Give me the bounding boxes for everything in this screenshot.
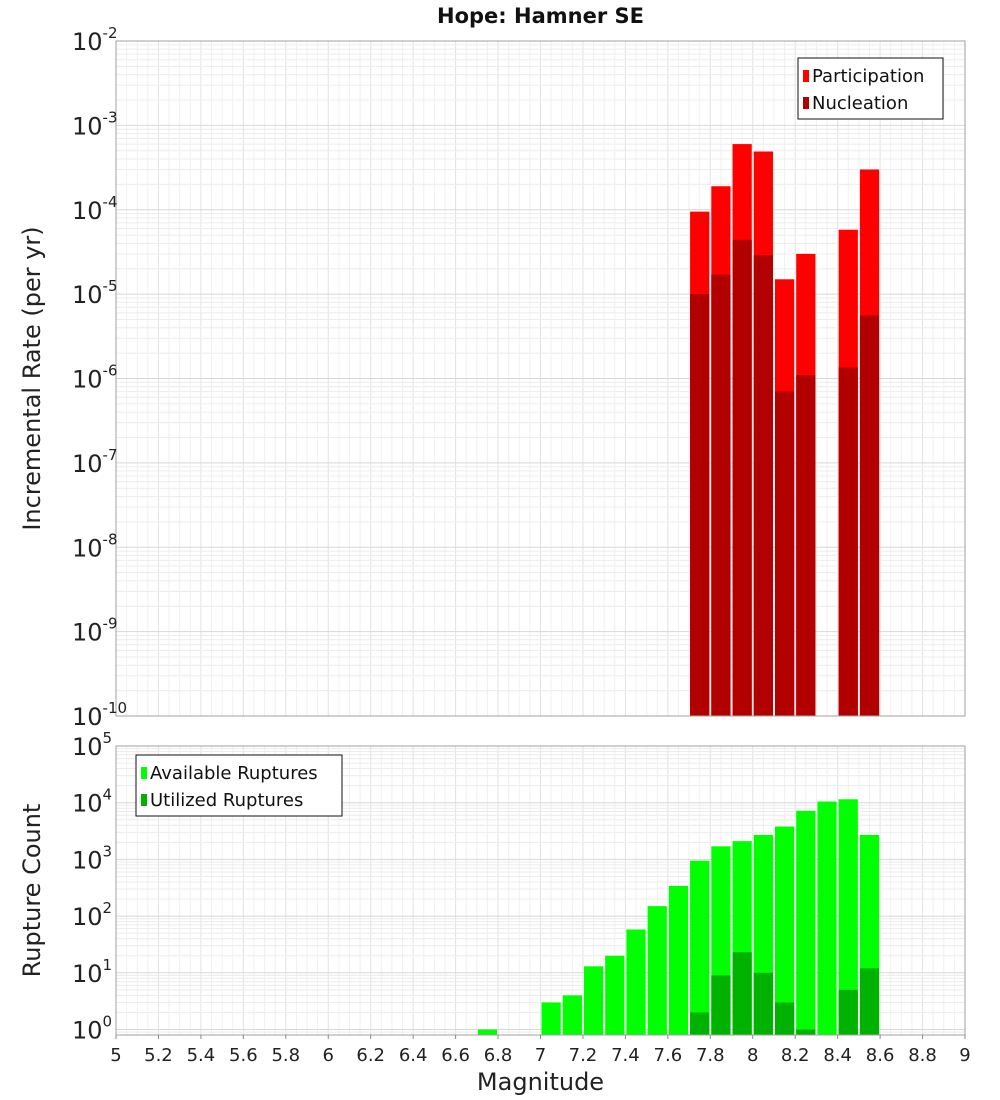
x-tick-label: 7.2 [569, 1045, 598, 1066]
y-tick-label: 10-9 [72, 615, 118, 647]
y-tick-label: 10-6 [72, 362, 118, 394]
y-tick-label: 10-8 [72, 530, 118, 562]
bar [838, 989, 858, 1035]
legend-box [135, 754, 343, 817]
bar [796, 375, 816, 716]
y-tick-label: 103 [72, 842, 112, 874]
bar [796, 1029, 816, 1035]
legend: Available Ruptures Utilized Ruptures [135, 754, 343, 817]
x-tick-label: 6.4 [399, 1045, 428, 1066]
bar [668, 885, 689, 1035]
legend-swatch [803, 70, 809, 82]
x-tick-label: 7 [535, 1045, 546, 1066]
plot-frame [115, 40, 966, 717]
legend: Participation Nucleation [797, 57, 944, 120]
x-tick-label: 5.8 [271, 1045, 300, 1066]
bar [541, 1002, 561, 1035]
legend-label: Utilized Ruptures [150, 790, 303, 811]
y-tick-label: 10-4 [72, 193, 118, 225]
y-tick-label: 104 [72, 786, 112, 818]
bar [859, 968, 880, 1035]
x-tick-label: 6 [323, 1045, 334, 1066]
y-axis-label: Rupture Count [18, 804, 46, 978]
legend-box [797, 57, 944, 120]
x-tick-label: 5.2 [144, 1045, 173, 1066]
bar [859, 315, 880, 716]
bar [838, 799, 858, 1035]
y-tick-label: 102 [72, 899, 112, 931]
x-tick-label: 5 [110, 1045, 121, 1066]
legend-swatch [141, 794, 147, 806]
x-tick-label: 7.8 [696, 1045, 725, 1066]
legend-label: Participation [812, 66, 924, 87]
x-tick-label: 7.4 [611, 1045, 640, 1066]
bar [774, 826, 795, 1035]
bar [583, 966, 604, 1035]
bar [562, 995, 582, 1035]
bar [817, 801, 837, 1035]
grid [115, 40, 966, 717]
legend-swatch [141, 767, 147, 779]
y-tick-label: 10-5 [72, 277, 118, 309]
bar [774, 1002, 795, 1035]
chart-title: Hope: Hamner SE [437, 4, 644, 28]
bar [732, 952, 752, 1035]
chart-panel-0: 10-10 10-9 10-8 10-7 10-6 10-5 10-4 10-3 10-2 Hop… [18, 4, 966, 731]
bar [690, 860, 710, 1035]
x-tick-label: 9 [959, 1045, 970, 1066]
x-tick-label: 6.6 [441, 1045, 470, 1066]
legend-swatch [803, 97, 809, 109]
x-tick-label: 8.6 [866, 1045, 895, 1066]
series-utilized-ruptures [690, 952, 880, 1035]
legend-label: Available Ruptures [150, 763, 318, 784]
bar [477, 1029, 498, 1035]
bar [690, 1012, 710, 1035]
y-tick-label: 10-10 [72, 699, 127, 731]
y-axis-label: Incremental Rate (per yr) [18, 226, 46, 530]
x-tick-label: 8.8 [908, 1045, 937, 1066]
x-tick-label: 5.4 [187, 1045, 216, 1066]
chart-panel-1: 100 101 102 103 104 105 5 5.2 5.4 5.6 5.8 6 6.2 6.4 6.… [18, 729, 971, 1096]
bar [774, 391, 795, 716]
bar [605, 955, 625, 1035]
x-tick-label: 8 [747, 1045, 758, 1066]
y-tick-label: 105 [72, 729, 112, 761]
bar [711, 975, 731, 1035]
bar [838, 367, 858, 716]
y-tick-label: 101 [72, 956, 112, 988]
y-tick-label: 10-3 [72, 108, 118, 140]
bar [626, 929, 646, 1035]
x-tick-label: 6.2 [356, 1045, 385, 1066]
x-tick-label: 7.6 [654, 1045, 683, 1066]
bar [690, 294, 710, 716]
x-tick-label: 8.2 [781, 1045, 810, 1066]
x-tick-label: 8.4 [823, 1045, 852, 1066]
bar [796, 810, 816, 1035]
series-nucleation [690, 239, 880, 716]
bar [753, 972, 773, 1035]
x-tick-label: 6.8 [484, 1045, 513, 1066]
y-tick-label: 100 [72, 1013, 112, 1045]
series-available-ruptures [477, 799, 880, 1035]
bar [753, 255, 773, 716]
x-tick-label: 5.6 [229, 1045, 258, 1066]
bar [732, 239, 752, 716]
y-tick-label: 10-2 [72, 24, 118, 56]
bar [647, 906, 667, 1035]
legend-label: Nucleation [812, 93, 908, 114]
x-axis-label: Magnitude [477, 1068, 604, 1096]
y-tick-label: 10-7 [72, 446, 118, 478]
bar [711, 274, 731, 716]
